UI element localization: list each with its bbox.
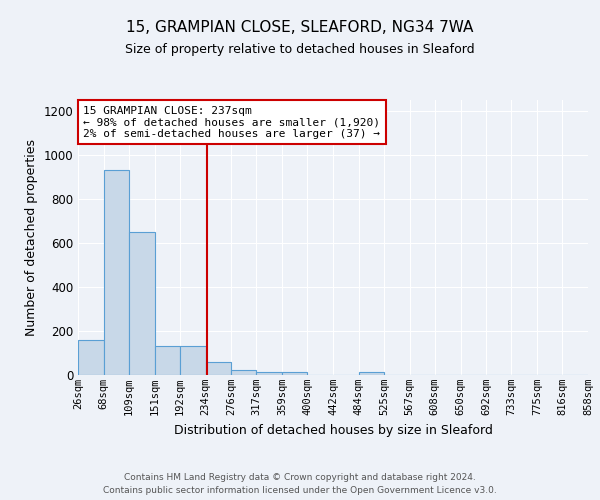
Bar [155, 346, 180, 375]
Bar [205, 362, 231, 375]
Bar [180, 346, 206, 375]
Bar [78, 340, 104, 375]
Bar [359, 372, 384, 375]
Text: Size of property relative to detached houses in Sleaford: Size of property relative to detached ho… [125, 42, 475, 56]
Y-axis label: Number of detached properties: Number of detached properties [25, 139, 38, 336]
Bar [256, 372, 282, 375]
Bar [104, 170, 129, 375]
Text: 15, GRAMPIAN CLOSE, SLEAFORD, NG34 7WA: 15, GRAMPIAN CLOSE, SLEAFORD, NG34 7WA [127, 20, 473, 35]
X-axis label: Distribution of detached houses by size in Sleaford: Distribution of detached houses by size … [173, 424, 493, 436]
Text: 15 GRAMPIAN CLOSE: 237sqm
← 98% of detached houses are smaller (1,920)
2% of sem: 15 GRAMPIAN CLOSE: 237sqm ← 98% of detac… [83, 106, 380, 138]
Bar [231, 370, 256, 375]
Bar [129, 232, 155, 375]
Text: Contains HM Land Registry data © Crown copyright and database right 2024.
Contai: Contains HM Land Registry data © Crown c… [103, 474, 497, 495]
Bar [282, 372, 307, 375]
